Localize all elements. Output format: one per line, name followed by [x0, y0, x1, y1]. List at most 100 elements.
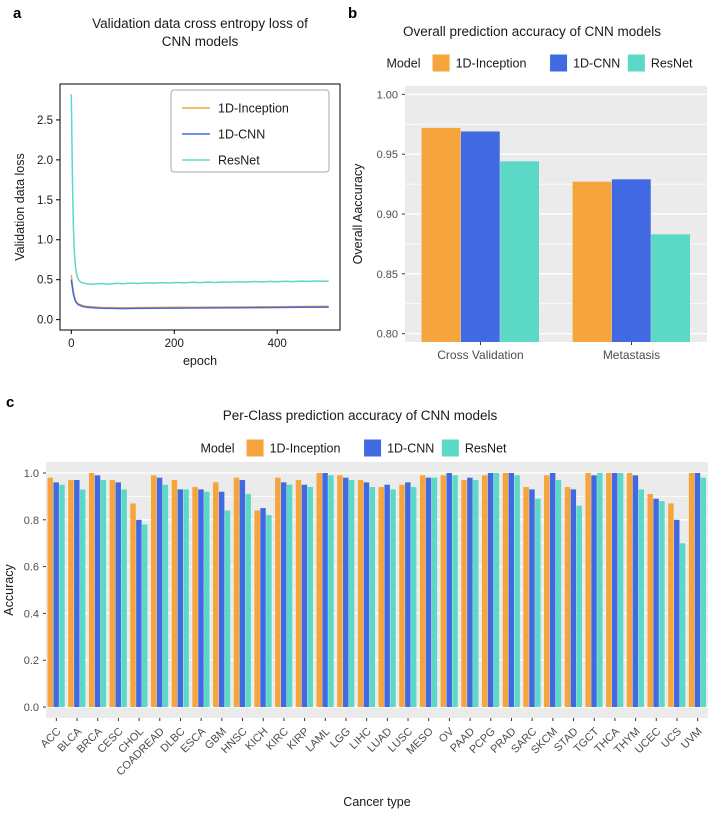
bar-ResNet-HNSC: [245, 494, 251, 707]
panel-a-legend-box: [170, 89, 330, 173]
bar-1D-CNN-BRCA: [94, 475, 101, 707]
bar-ResNet-DLBC: [183, 489, 189, 707]
bar-1D-Inception-UVM: [688, 473, 695, 707]
bar-ResNet-KIRC: [286, 484, 293, 707]
panel-b-bar-chart: Overall prediction accuracy of CNN model…: [351, 24, 707, 362]
xtick-KIRC: KIRC: [264, 726, 291, 753]
panel-a-legend-label-1D-Inception: 1D-Inception: [218, 102, 289, 116]
bar-1D-Inception-SARC: [523, 487, 529, 707]
bar-1D-Inception-CESC: [109, 480, 116, 707]
bar-1D-Inception-PCPG: [481, 475, 488, 707]
bar-1D-CNN-UCEC: [653, 498, 659, 707]
bar-1D-CNN-PAAD: [467, 477, 473, 707]
bar-ResNet-LAML: [328, 475, 334, 707]
bar-1D-CNN-COADREAD: [156, 477, 163, 707]
legend-swatch-ResNet: [627, 54, 645, 72]
bar-1D-Inception-KIRP: [295, 480, 302, 707]
legend-swatch-ResNet: [441, 439, 459, 457]
series-line-ResNet: [70, 94, 329, 285]
bar-1D-Inception-DLBC: [171, 480, 178, 707]
bar-1D-Inception-MESO: [419, 475, 426, 707]
bar-1D-Inception-THYM: [626, 473, 633, 707]
bar-1D-Inception-Cross Validation: [421, 127, 461, 343]
legend-label-1D-CNN: 1D-CNN: [387, 442, 434, 456]
bar-1D-CNN-ESCA: [198, 489, 204, 707]
bar-1D-Inception-SKCM: [544, 475, 550, 707]
bar-ResNet-GBM: [224, 510, 231, 707]
bar-1D-CNN-LIHC: [363, 482, 370, 707]
bar-1D-CNN-CESC: [115, 482, 121, 707]
bar-1D-CNN-LUSC: [405, 482, 411, 707]
chart-c-ytick: 1.0: [24, 468, 39, 480]
bar-ResNet-Metastasis: [651, 234, 690, 342]
bar-1D-Inception-TGCT: [585, 473, 591, 707]
bar-ResNet-CESC: [121, 489, 127, 707]
bar-1D-CNN-THYM: [632, 475, 639, 707]
xtick-Cross Validation: Cross Validation: [437, 348, 523, 362]
panel-a-letter: a: [13, 5, 22, 22]
bar-1D-CNN-MESO: [425, 477, 432, 707]
bar-1D-CNN-PRAD: [508, 473, 514, 707]
bar-1D-Inception-BLCA: [68, 480, 74, 707]
chart-b-ytick: 0.80: [377, 329, 398, 341]
chart-b-ytick: 0.90: [377, 209, 398, 221]
xtick-UVM: UVM: [679, 726, 705, 752]
bar-1D-CNN-HNSC: [239, 480, 246, 707]
bar-ResNet-TGCT: [597, 473, 603, 707]
legend-swatch-1D-CNN: [550, 54, 568, 72]
chart-b-ytick: 1.00: [377, 89, 398, 101]
chart-c-ytick: 0.4: [24, 608, 39, 620]
bar-1D-CNN-GBM: [218, 491, 225, 707]
panel-a-ytick: 1.5: [37, 195, 53, 207]
panel-a-xtick: 200: [165, 338, 184, 350]
chart-b-title: Overall prediction accuracy of CNN model…: [403, 24, 661, 39]
panel-a-ytick: 2.0: [37, 155, 53, 167]
bar-1D-Inception-COADREAD: [150, 475, 157, 707]
bar-ResNet-OV: [452, 475, 458, 707]
bar-1D-CNN-Cross Validation: [460, 131, 500, 342]
bar-1D-CNN-KIRP: [301, 484, 308, 707]
bar-1D-CNN-SARC: [529, 489, 535, 707]
panel-a-ytick: 0.0: [37, 315, 53, 327]
bar-ResNet-BRCA: [100, 480, 107, 707]
chart-b-ytick: 0.85: [377, 269, 398, 281]
bar-1D-CNN-SKCM: [549, 473, 556, 707]
xtick-KICH: KICH: [243, 726, 270, 753]
bar-1D-Inception-STAD: [564, 487, 571, 707]
panel-a-ylabel: Validation data loss: [13, 153, 27, 260]
bar-ResNet-LGG: [348, 480, 355, 707]
bar-1D-CNN-Metastasis: [611, 179, 651, 342]
bar-ResNet-KIRP: [307, 487, 313, 707]
panel-a-xtick: 0: [68, 338, 74, 350]
bar-ResNet-PRAD: [514, 475, 520, 707]
bar-1D-Inception-BRCA: [88, 473, 95, 707]
bar-ResNet-COADREAD: [162, 484, 169, 707]
bar-1D-Inception-PRAD: [502, 473, 509, 707]
bar-1D-Inception-PAAD: [461, 480, 467, 707]
bar-1D-Inception-HNSC: [233, 477, 240, 707]
panel-c-letter: c: [6, 394, 15, 411]
legend-label-ResNet: ResNet: [651, 57, 693, 71]
bar-ResNet-KICH: [266, 515, 272, 707]
legend-label-1D-Inception: 1D-Inception: [456, 57, 527, 71]
bar-ResNet-UCS: [679, 543, 686, 707]
legend-title: Model: [386, 57, 420, 71]
bar-1D-CNN-THCA: [611, 473, 618, 707]
bar-1D-Inception-KIRC: [275, 477, 281, 707]
xtick-Metastasis: Metastasis: [603, 348, 660, 362]
bar-ResNet-PCPG: [493, 473, 500, 707]
bar-1D-Inception-Metastasis: [572, 181, 612, 342]
bar-1D-Inception-LUAD: [378, 487, 385, 707]
legend-swatch-1D-CNN: [364, 439, 382, 457]
panel-a-title: Validation data cross entropy loss of: [92, 16, 308, 31]
bar-ResNet-LUSC: [410, 487, 417, 707]
panel-a-line-chart: Validation data cross entropy loss of CNN…: [13, 16, 341, 368]
legend-label-1D-CNN: 1D-CNN: [573, 57, 620, 71]
xtick-LAML: LAML: [304, 726, 333, 755]
bar-1D-Inception-GBM: [213, 482, 219, 707]
bar-1D-CNN-LGG: [343, 477, 349, 707]
bar-ResNet-LIHC: [369, 487, 376, 707]
chart-b-ylabel: Overall Aaccuracy: [351, 163, 365, 264]
legend-swatch-1D-Inception: [246, 439, 264, 457]
